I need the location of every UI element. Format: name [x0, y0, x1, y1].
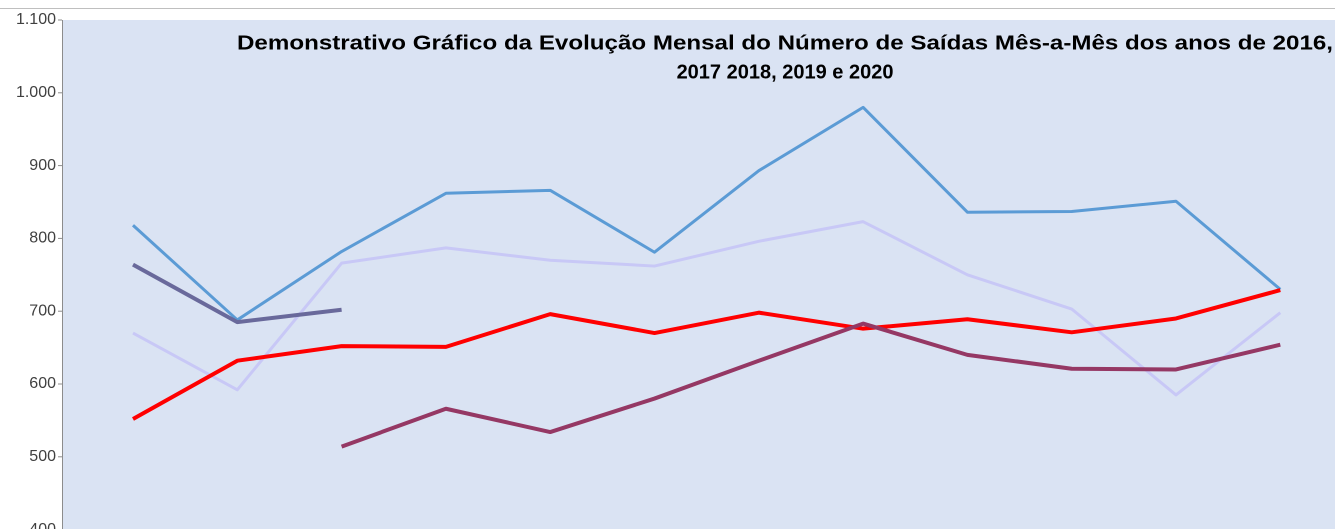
y-tick-label: 400 [29, 521, 56, 529]
y-tick-label: 1.100 [16, 11, 56, 28]
series-line [132, 288, 1281, 421]
y-tick-label: 900 [29, 157, 56, 174]
series-line [132, 220, 1282, 397]
y-tick-label: 800 [29, 230, 56, 247]
plot-area [62, 20, 1335, 529]
series-line [131, 105, 1282, 322]
chart-title: 2017 2018, 2019 e 2020 [677, 61, 894, 83]
y-tick-label: 500 [29, 448, 56, 465]
y-tick-label: 600 [29, 375, 56, 392]
series-line [132, 262, 342, 325]
chart-title: Demonstrativo Gráfico da Evolução Mensal… [237, 32, 1333, 54]
y-tick-label: 1.000 [16, 84, 56, 101]
series-line [340, 321, 1281, 449]
y-tick-label: 700 [29, 302, 56, 319]
